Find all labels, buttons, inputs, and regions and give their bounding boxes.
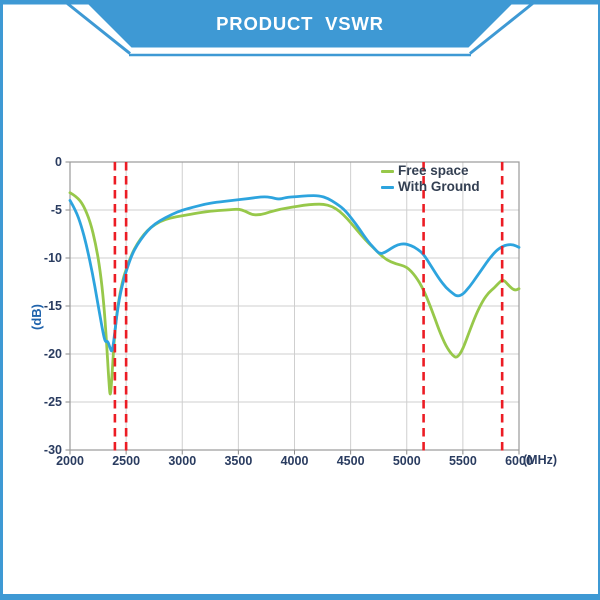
- vswr-plot-area: [65, 161, 521, 455]
- header-banner-ribbon: [0, 0, 600, 57]
- x-tick-label-4500: 4500: [336, 454, 365, 468]
- page-border-left: [0, 0, 3, 600]
- plot-border: [69, 161, 520, 451]
- y-tick-label--10: -10: [43, 251, 62, 265]
- y-axis-label: (dB): [29, 304, 44, 330]
- y-tick-label-0: 0: [55, 155, 62, 169]
- x-tick-label-4000: 4000: [280, 454, 309, 468]
- legend-item-with-ground: With Ground: [381, 179, 480, 195]
- x-tick-label-6000: 6000: [505, 454, 533, 468]
- legend-item-free-space: Free space: [381, 163, 480, 179]
- with-ground-line-swatch: [381, 185, 394, 189]
- free-space-curve: [68, 191, 521, 396]
- x-tick-label-2500: 2500: [112, 454, 141, 468]
- with-ground-curve: [68, 194, 521, 353]
- page-border-right: [597, 0, 600, 600]
- y-tick-label--30: -30: [43, 443, 62, 457]
- x-tick-label-3000: 3000: [168, 454, 197, 468]
- x-tick-label-5500: 5500: [448, 454, 477, 468]
- legend-label-with-ground: With Ground: [398, 179, 480, 194]
- y-tick-label--15: -15: [43, 299, 62, 313]
- banner-diagonal-left: [64, 0, 131, 55]
- legend: Free space With Ground: [381, 163, 480, 195]
- free-space-line-swatch: [381, 169, 394, 173]
- y-tick-label--20: -20: [43, 347, 62, 361]
- x-tick-label-5000: 5000: [392, 454, 421, 468]
- banner-diagonal-right: [469, 0, 536, 55]
- banner-trapezoid: [84, 0, 516, 48]
- y-tick-label--25: -25: [43, 395, 62, 409]
- x-axis-unit-label: (MHz): [523, 453, 558, 467]
- x-tick-label-3500: 3500: [224, 454, 253, 468]
- legend-label-free-space: Free space: [398, 163, 469, 178]
- x-tick-label-2000: 2000: [56, 454, 84, 468]
- page-title: PRODUCT VSWR: [216, 13, 384, 34]
- y-tick-label--5: -5: [50, 203, 62, 217]
- page-border-bottom: [0, 594, 600, 600]
